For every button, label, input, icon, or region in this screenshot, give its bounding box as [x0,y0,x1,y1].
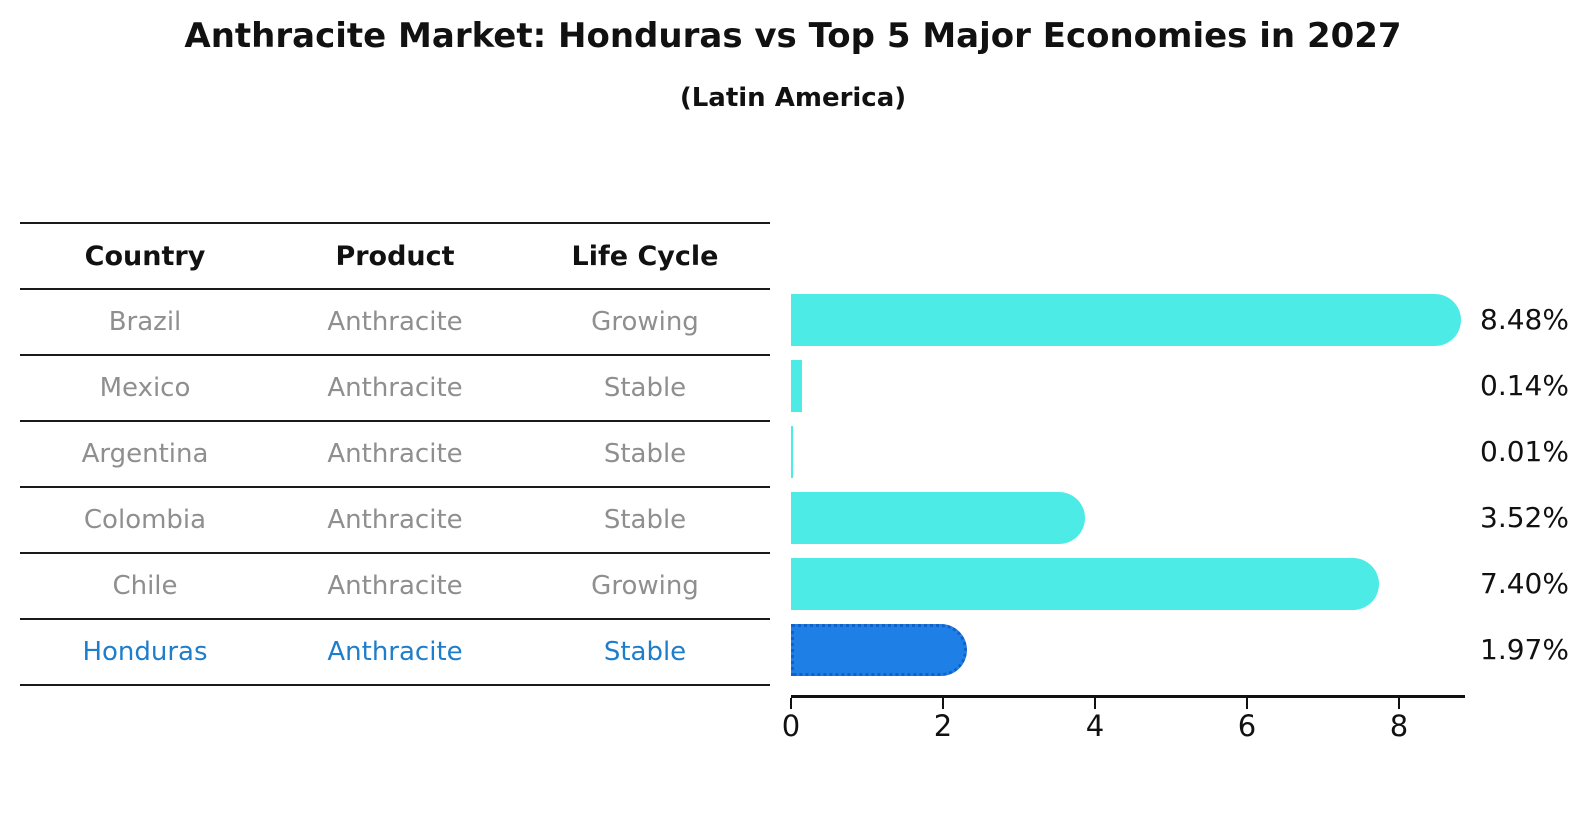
bar-mexico [791,360,802,412]
table-cell-product: Anthracite [327,571,463,601]
value-label-argentina: 0.01% [1480,435,1569,468]
value-label-chile: 7.40% [1480,567,1569,600]
table-cell-country: Argentina [81,439,209,469]
table-cell-life-cycle: Growing [591,571,699,601]
x-tick-mark-6 [1246,698,1248,709]
table-cell-life-cycle: Growing [591,307,699,337]
value-label-colombia: 3.52% [1480,501,1569,534]
table-cell-product: Anthracite [327,505,463,535]
chart-title: Anthracite Market: Honduras vs Top 5 Maj… [184,16,1402,56]
table-cell-life-cycle: Stable [603,505,687,535]
table-row-chile: Chile Anthracite Growing [20,554,770,620]
bar-brazil [791,294,1462,346]
table-header-row: Country Product Life Cycle [20,224,770,290]
table-row-argentina: Argentina Anthracite Stable [20,422,770,488]
x-tick-label-4: 4 [1085,709,1105,743]
column-header-product: Product [335,240,455,272]
x-tick-label-8: 8 [1389,709,1409,743]
x-tick-mark-2 [942,698,944,709]
table-cell-product: Anthracite [327,439,463,469]
table-cell-country: Chile [112,571,178,601]
table-cell-life-cycle: Stable [603,373,687,403]
table-cell-country: Colombia [83,505,207,535]
x-tick-label-6: 6 [1237,709,1257,743]
chart-subtitle: (Latin America) [679,83,907,113]
table-cell-product: Anthracite [327,307,463,337]
bar-argentina [791,426,793,478]
table-row-brazil: Brazil Anthracite Growing [20,290,770,356]
table-cell-country: Brazil [108,307,182,337]
table-cell-product: Anthracite [327,373,463,403]
table-cell-country: Mexico [99,373,191,403]
bar-honduras [791,624,967,676]
table-cell-life-cycle: Stable [603,439,687,469]
value-label-mexico: 0.14% [1480,369,1569,402]
value-label-honduras: 1.97% [1480,633,1569,666]
table-row-colombia: Colombia Anthracite Stable [20,488,770,554]
country-table: Country Product Life Cycle Brazil Anthra… [20,222,770,686]
table-body: Brazil Anthracite Growing Mexico Anthrac… [20,290,770,686]
table-row-mexico: Mexico Anthracite Stable [20,356,770,422]
x-tick-mark-0 [790,698,792,709]
table-cell-country: Honduras [82,637,208,667]
column-header-country: Country [84,240,206,272]
x-axis-line [791,695,1465,698]
x-tick-mark-8 [1398,698,1400,709]
x-tick-label-0: 0 [781,709,801,743]
bar-colombia [791,492,1085,544]
table-cell-product: Anthracite [327,637,463,667]
x-tick-mark-4 [1094,698,1096,709]
x-tick-label-2: 2 [933,709,953,743]
value-label-brazil: 8.48% [1480,303,1569,336]
bar-chile [791,558,1380,610]
column-header-life-cycle: Life Cycle [571,240,719,272]
table-row-honduras: Honduras Anthracite Stable [20,620,770,686]
table-cell-life-cycle: Stable [603,637,687,667]
